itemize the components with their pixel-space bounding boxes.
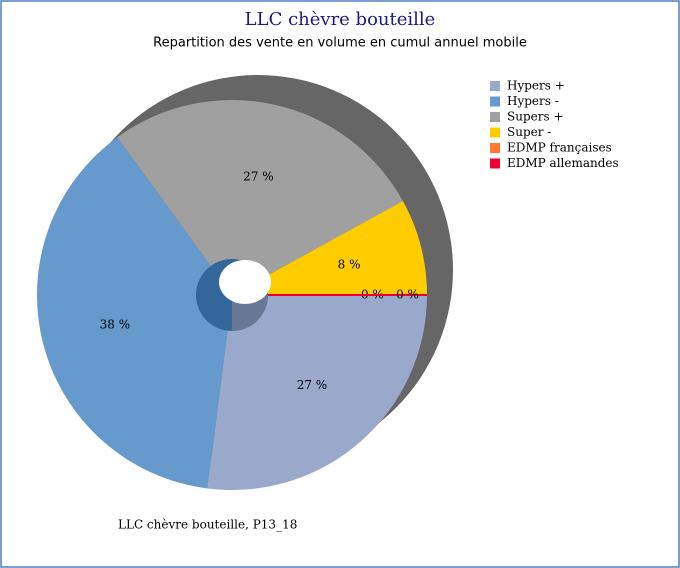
footnote: LLC chèvre bouteille, P13_18 bbox=[118, 518, 297, 532]
legend-label: EDMP allemandes bbox=[507, 156, 619, 170]
legend-label: Supers + bbox=[507, 110, 564, 124]
legend-label: EDMP françaises bbox=[507, 141, 612, 155]
data-label: 8 % bbox=[338, 257, 361, 271]
legend-label: Hypers - bbox=[507, 94, 559, 108]
legend-swatch bbox=[490, 81, 500, 91]
pie-slice bbox=[232, 201, 427, 295]
pie-slice bbox=[207, 295, 427, 490]
legend-swatch bbox=[490, 158, 500, 169]
legend-label: Hypers + bbox=[507, 79, 565, 93]
legend-swatch bbox=[490, 112, 500, 122]
legend-swatch bbox=[490, 143, 500, 153]
data-label: 27 % bbox=[243, 170, 274, 184]
legend-label: Super - bbox=[507, 125, 551, 139]
data-label: 27 % bbox=[297, 378, 328, 392]
pie-hole-rim-light bbox=[232, 295, 268, 331]
chart-title: LLC chèvre bouteille bbox=[245, 9, 436, 30]
data-label: 38 % bbox=[100, 318, 131, 332]
pie-slice bbox=[36, 137, 232, 489]
legend-swatch bbox=[490, 96, 500, 107]
data-label: 0 % bbox=[396, 288, 419, 302]
legend-swatch bbox=[490, 127, 500, 138]
chart-subtitle: Repartition des vente en volume en cumul… bbox=[153, 36, 527, 51]
pie-slice bbox=[117, 100, 403, 296]
pie-hole bbox=[219, 260, 271, 304]
